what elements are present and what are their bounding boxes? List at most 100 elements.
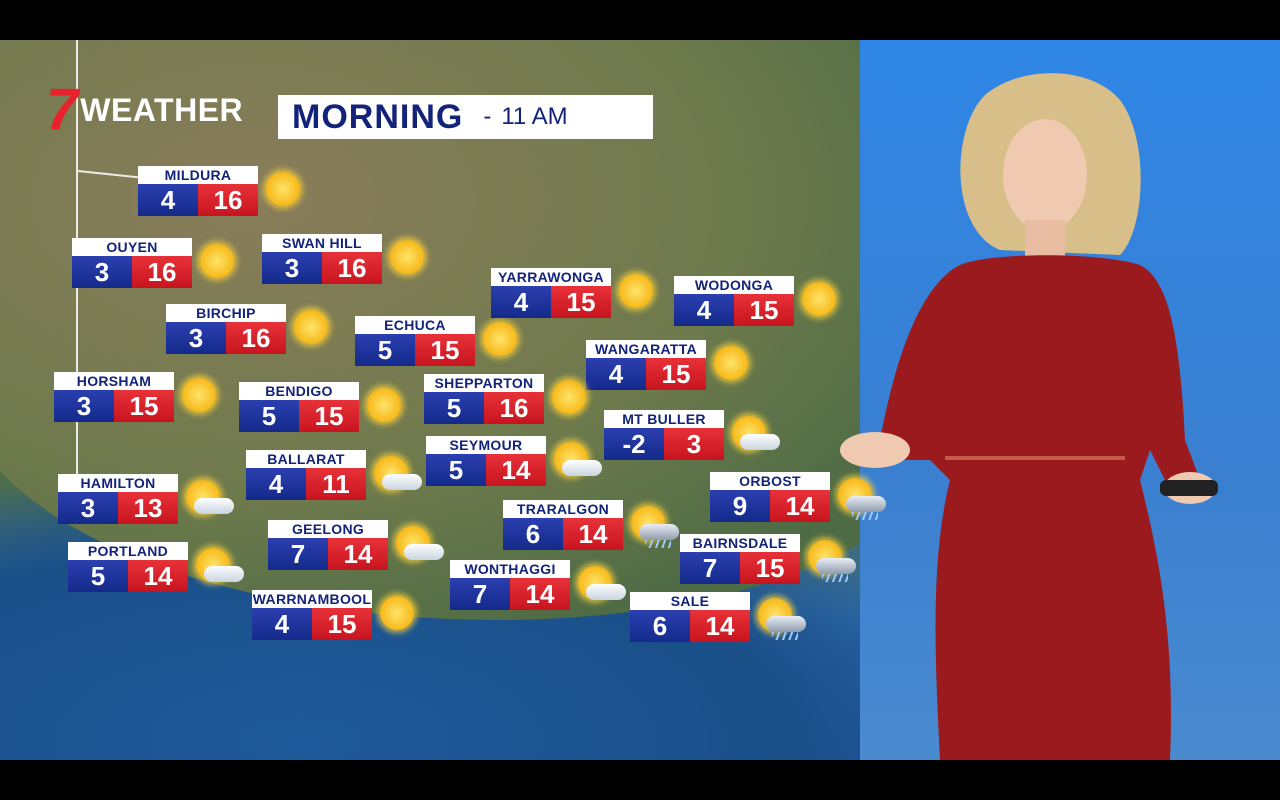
- min-temp: 6: [503, 518, 563, 550]
- min-temp: 4: [252, 608, 312, 640]
- ocean: [860, 40, 1280, 760]
- weather-map: 7 WEATHER MORNING - 11 AM MILDURA 4 16 OU…: [0, 40, 1280, 760]
- town-name: BALLARAT: [246, 450, 366, 468]
- forecast-card-sale: SALE 6 14: [630, 592, 750, 642]
- max-temp: 16: [132, 256, 192, 288]
- partly-cloudy-icon: [574, 564, 626, 604]
- max-temp: 15: [734, 294, 794, 326]
- max-temp: 15: [299, 400, 359, 432]
- town-name: SEYMOUR: [426, 436, 546, 454]
- sunny-icon: [178, 376, 222, 416]
- forecast-time: 11 AM: [501, 103, 568, 130]
- town-name: WARRNAMBOOL: [252, 590, 372, 608]
- forecast-card-ballarat: BALLARAT 4 11: [246, 450, 366, 500]
- town-name: OUYEN: [72, 238, 192, 256]
- forecast-card-traralgon: TRARALGON 6 14: [503, 500, 623, 550]
- town-name: HORSHAM: [54, 372, 174, 390]
- min-temp: -2: [604, 428, 664, 460]
- min-temp: 3: [166, 322, 226, 354]
- forecast-title-bar: MORNING - 11 AM: [278, 95, 653, 139]
- town-name: WODONGA: [674, 276, 794, 294]
- town-name: WONTHAGGI: [450, 560, 570, 578]
- forecast-card-wonthaggi: WONTHAGGI 7 14: [450, 560, 570, 610]
- min-temp: 4: [491, 286, 551, 318]
- seven-logo-mark: 7: [46, 77, 79, 142]
- max-temp: 14: [486, 454, 546, 486]
- min-temp: 4: [674, 294, 734, 326]
- sunny-icon: [548, 378, 592, 418]
- max-temp: 15: [114, 390, 174, 422]
- max-temp: 16: [484, 392, 544, 424]
- forecast-card-shepparton: SHEPPARTON 5 16: [424, 374, 544, 424]
- town-name: ECHUCA: [355, 316, 475, 334]
- town-name: MILDURA: [138, 166, 258, 184]
- forecast-card-hamilton: HAMILTON 3 13: [58, 474, 178, 524]
- max-temp: 14: [510, 578, 570, 610]
- forecast-card-portland: PORTLAND 5 14: [68, 542, 188, 592]
- min-temp: 7: [680, 552, 740, 584]
- min-temp: 3: [72, 256, 132, 288]
- town-name: SALE: [630, 592, 750, 610]
- sunny-icon: [363, 386, 407, 426]
- min-temp: 5: [239, 400, 299, 432]
- max-temp: 14: [328, 538, 388, 570]
- min-temp: 5: [355, 334, 415, 366]
- town-name: SHEPPARTON: [424, 374, 544, 392]
- sunny-icon: [290, 308, 334, 348]
- town-name: YARRAWONGA: [491, 268, 611, 286]
- forecast-card-warrnambool: WARRNAMBOOL 4 15: [252, 590, 372, 640]
- max-temp: 14: [770, 490, 830, 522]
- town-name: HAMILTON: [58, 474, 178, 492]
- partly-cloudy-icon: [192, 546, 244, 586]
- showers-icon: [804, 538, 856, 582]
- forecast-card-swan-hill: SWAN HILL 3 16: [262, 234, 382, 284]
- partly-cloudy-icon: [182, 478, 234, 518]
- max-temp: 15: [312, 608, 372, 640]
- min-temp: 5: [424, 392, 484, 424]
- forecast-card-birchip: BIRCHIP 3 16: [166, 304, 286, 354]
- max-temp: 15: [646, 358, 706, 390]
- title-separator: -: [483, 103, 492, 130]
- min-temp: 7: [450, 578, 510, 610]
- min-temp: 4: [138, 184, 198, 216]
- partly-cloudy-icon: [550, 440, 602, 480]
- sunny-icon: [615, 272, 659, 312]
- forecast-card-mt-buller: MT BULLER -2 3: [604, 410, 724, 460]
- min-temp: 9: [710, 490, 770, 522]
- min-temp: 3: [58, 492, 118, 524]
- sunny-icon: [710, 344, 754, 384]
- forecast-card-wodonga: WODONGA 4 15: [674, 276, 794, 326]
- town-name: BIRCHIP: [166, 304, 286, 322]
- min-temp: 5: [426, 454, 486, 486]
- sunny-icon: [479, 320, 523, 360]
- town-name: WANGARATTA: [586, 340, 706, 358]
- max-temp: 14: [690, 610, 750, 642]
- sunny-icon: [386, 238, 430, 278]
- min-temp: 7: [268, 538, 328, 570]
- town-name: ORBOST: [710, 472, 830, 490]
- forecast-card-mildura: MILDURA 4 16: [138, 166, 258, 216]
- min-temp: 4: [586, 358, 646, 390]
- partly-cloudy-icon: [370, 454, 422, 494]
- forecast-card-horsham: HORSHAM 3 15: [54, 372, 174, 422]
- max-temp: 16: [198, 184, 258, 216]
- partly-cloudy-icon: [728, 414, 780, 454]
- max-temp: 11: [306, 468, 366, 500]
- min-temp: 3: [262, 252, 322, 284]
- max-temp: 16: [322, 252, 382, 284]
- sunny-icon: [196, 242, 240, 282]
- max-temp: 3: [664, 428, 724, 460]
- max-temp: 16: [226, 322, 286, 354]
- forecast-card-echuca: ECHUCA 5 15: [355, 316, 475, 366]
- forecast-card-wangaratta: WANGARATTA 4 15: [586, 340, 706, 390]
- max-temp: 14: [563, 518, 623, 550]
- logo-text: WEATHER: [80, 91, 244, 128]
- forecast-card-yarrawonga: YARRAWONGA 4 15: [491, 268, 611, 318]
- forecast-card-bendigo: BENDIGO 5 15: [239, 382, 359, 432]
- max-temp: 13: [118, 492, 178, 524]
- town-name: MT BULLER: [604, 410, 724, 428]
- sunny-icon: [376, 594, 420, 634]
- seven-weather-logo: 7 WEATHER: [46, 77, 244, 142]
- town-name: PORTLAND: [68, 542, 188, 560]
- max-temp: 15: [740, 552, 800, 584]
